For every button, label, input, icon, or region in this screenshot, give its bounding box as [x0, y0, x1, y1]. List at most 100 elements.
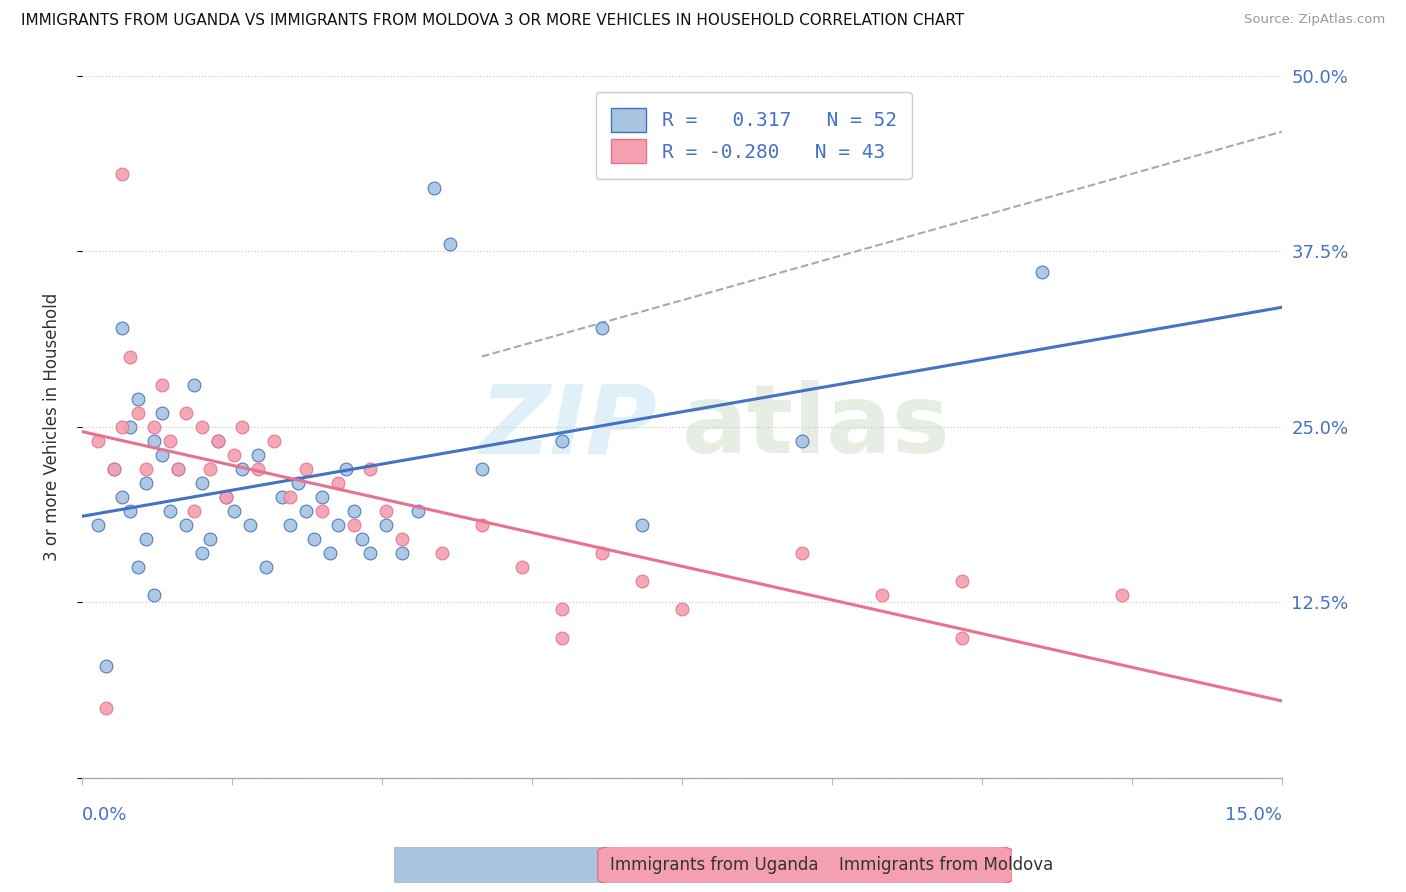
Point — [343, 504, 366, 518]
Point — [142, 434, 165, 448]
Point — [111, 490, 134, 504]
Point — [350, 532, 373, 546]
Point — [391, 546, 413, 560]
Point — [551, 631, 574, 645]
Y-axis label: 3 or more Vehicles in Household: 3 or more Vehicles in Household — [44, 293, 60, 561]
Point — [591, 321, 613, 335]
Point — [198, 532, 221, 546]
Point — [87, 434, 110, 448]
Point — [118, 504, 141, 518]
Point — [790, 434, 813, 448]
Point — [591, 546, 613, 560]
Point — [198, 462, 221, 476]
Point — [335, 462, 357, 476]
Point — [167, 462, 190, 476]
Text: atlas: atlas — [682, 380, 950, 474]
Point — [246, 448, 269, 462]
Point — [207, 434, 229, 448]
Point — [222, 448, 245, 462]
Point — [439, 237, 461, 252]
Point — [183, 504, 205, 518]
Point — [135, 462, 157, 476]
Point — [103, 462, 125, 476]
Point — [551, 434, 574, 448]
Point — [1031, 265, 1053, 279]
Point — [319, 546, 342, 560]
Point — [127, 406, 149, 420]
Point — [111, 167, 134, 181]
Point — [471, 462, 494, 476]
Point — [239, 518, 262, 533]
Point — [135, 475, 157, 490]
Point — [167, 462, 190, 476]
Point — [222, 504, 245, 518]
Point — [391, 532, 413, 546]
Text: Source: ZipAtlas.com: Source: ZipAtlas.com — [1244, 13, 1385, 27]
Point — [118, 350, 141, 364]
Point — [471, 518, 494, 533]
Point — [159, 434, 181, 448]
Point — [510, 560, 533, 574]
Text: 15.0%: 15.0% — [1225, 806, 1282, 824]
Point — [215, 490, 238, 504]
Point — [343, 518, 366, 533]
Text: IMMIGRANTS FROM UGANDA VS IMMIGRANTS FROM MOLDOVA 3 OR MORE VEHICLES IN HOUSEHOL: IMMIGRANTS FROM UGANDA VS IMMIGRANTS FRO… — [21, 13, 965, 29]
Legend: R =   0.317   N = 52, R = -0.280   N = 43: R = 0.317 N = 52, R = -0.280 N = 43 — [596, 92, 912, 178]
Text: ZIP: ZIP — [479, 380, 658, 474]
Point — [278, 518, 301, 533]
Point — [111, 321, 134, 335]
Point — [271, 490, 294, 504]
Point — [150, 377, 173, 392]
Point — [87, 518, 110, 533]
Point — [278, 490, 301, 504]
Point — [287, 475, 309, 490]
Point — [631, 574, 654, 589]
Text: Immigrants from Uganda: Immigrants from Uganda — [610, 856, 818, 874]
Point — [94, 700, 117, 714]
Point — [374, 518, 396, 533]
Point — [150, 448, 173, 462]
Point — [1111, 588, 1133, 602]
Point — [311, 504, 333, 518]
Point — [142, 419, 165, 434]
Point — [191, 546, 214, 560]
Point — [295, 462, 318, 476]
Point — [142, 588, 165, 602]
Point — [215, 490, 238, 504]
Point — [406, 504, 429, 518]
Point — [359, 462, 381, 476]
Point — [359, 546, 381, 560]
Point — [150, 406, 173, 420]
Point — [671, 602, 693, 616]
Point — [790, 546, 813, 560]
Point — [127, 560, 149, 574]
Point — [263, 434, 285, 448]
Point — [191, 475, 214, 490]
Point — [870, 588, 893, 602]
Text: Immigrants from Moldova: Immigrants from Moldova — [839, 856, 1053, 874]
Point — [135, 532, 157, 546]
Point — [295, 504, 318, 518]
Point — [254, 560, 277, 574]
Point — [111, 419, 134, 434]
Text: 0.0%: 0.0% — [82, 806, 128, 824]
Point — [191, 419, 214, 434]
Point — [950, 631, 973, 645]
Point — [311, 490, 333, 504]
Point — [551, 602, 574, 616]
Point — [326, 475, 349, 490]
Point — [231, 462, 253, 476]
Point — [423, 181, 446, 195]
Point — [302, 532, 325, 546]
Point — [103, 462, 125, 476]
Point — [183, 377, 205, 392]
Point — [118, 419, 141, 434]
Point — [231, 419, 253, 434]
Point — [207, 434, 229, 448]
Point — [430, 546, 453, 560]
Point — [127, 392, 149, 406]
Point — [174, 406, 197, 420]
Point — [159, 504, 181, 518]
Point — [374, 504, 396, 518]
Point — [246, 462, 269, 476]
